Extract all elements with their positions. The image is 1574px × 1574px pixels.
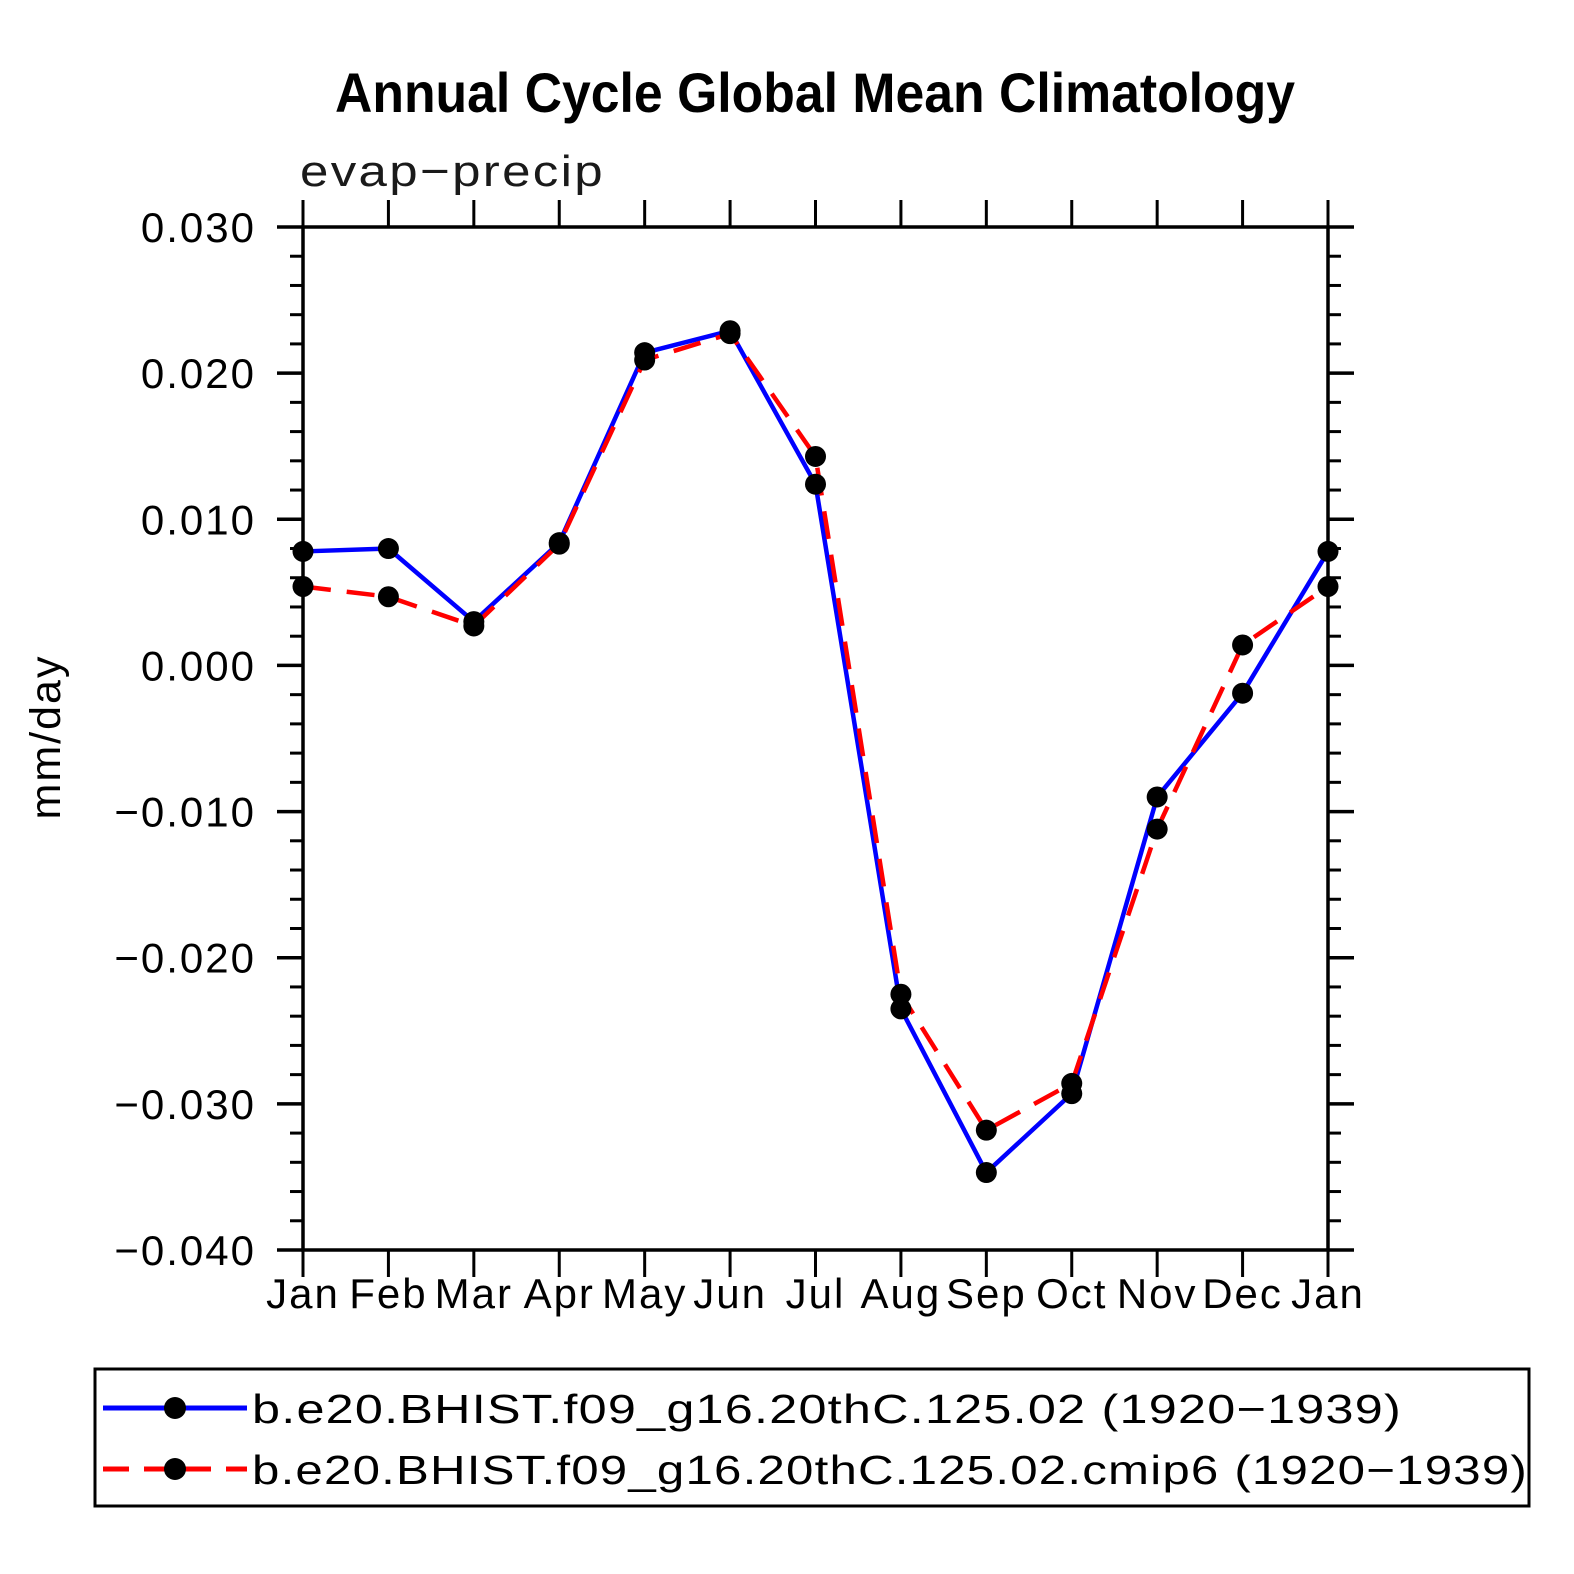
data-point-marker-series-2 bbox=[805, 445, 826, 467]
y-tick-label: −0.040 bbox=[114, 1227, 256, 1274]
legend-label-series-2: b.e20.BHIST.f09_g16.20thC.125.02.cmip6 (… bbox=[252, 1447, 1528, 1493]
y-tick-label: −0.010 bbox=[114, 789, 256, 836]
data-point-marker-series-2 bbox=[719, 323, 741, 345]
data-point-marker-series-2 bbox=[292, 576, 314, 598]
data-point-marker-series-2 bbox=[1232, 634, 1254, 656]
x-tick-label: May bbox=[602, 1270, 687, 1317]
data-point-marker-series-1 bbox=[890, 998, 912, 1020]
data-point-marker-series-1 bbox=[377, 538, 399, 560]
x-tick-label: Aug bbox=[861, 1270, 942, 1317]
legend-marker-icon bbox=[164, 1458, 186, 1480]
legend-marker-icon bbox=[164, 1397, 186, 1419]
x-tick-label: Jul bbox=[786, 1270, 846, 1317]
data-point-marker-series-1 bbox=[292, 540, 314, 562]
y-tick-label: 0.020 bbox=[141, 350, 256, 397]
data-point-marker-series-2 bbox=[377, 586, 399, 608]
legend-box bbox=[93, 1367, 1531, 1508]
y-axis-title: mm/day bbox=[22, 655, 70, 820]
y-tick-label: −0.020 bbox=[114, 935, 256, 982]
y-tick-label: −0.030 bbox=[114, 1081, 256, 1128]
data-point-marker-series-2 bbox=[548, 533, 570, 555]
data-point-marker-series-2 bbox=[1146, 818, 1168, 840]
y-tick-label: 0.010 bbox=[141, 496, 256, 543]
chart-title: Annual Cycle Global Mean Climatology bbox=[335, 61, 1295, 124]
data-point-marker-series-1 bbox=[1232, 682, 1254, 704]
data-point-marker-series-2 bbox=[975, 1119, 997, 1141]
x-tick-label: Jan bbox=[266, 1270, 340, 1317]
x-tick-label: Dec bbox=[1202, 1270, 1283, 1317]
data-point-marker-series-1 bbox=[805, 473, 826, 495]
legend-label-series-1: b.e20.BHIST.f09_g16.20thC.125.02 (1920−1… bbox=[252, 1386, 1402, 1432]
plot-frame bbox=[301, 225, 1330, 1252]
x-tick-label: Oct bbox=[1036, 1270, 1107, 1317]
x-tick-label: Sep bbox=[946, 1270, 1027, 1317]
x-tick-label: Apr bbox=[524, 1270, 595, 1317]
chart-subtitle: evap−precip bbox=[300, 147, 605, 196]
x-tick-label: Feb bbox=[349, 1270, 427, 1317]
y-tick-label: 0.000 bbox=[141, 642, 256, 689]
data-point-marker-series-1 bbox=[1146, 786, 1168, 808]
data-point-marker-series-2 bbox=[1061, 1072, 1083, 1094]
data-point-marker-series-2 bbox=[890, 983, 912, 1005]
x-tick-label: Jan bbox=[1291, 1270, 1365, 1317]
data-point-marker-series-1 bbox=[975, 1162, 997, 1184]
data-point-marker-series-2 bbox=[1317, 576, 1339, 598]
x-tick-label: Nov bbox=[1117, 1270, 1198, 1317]
plot-layer: 0.030 0.020 0.010 0.000 −0.010 −0.020 −0.030 −0… bbox=[114, 200, 1365, 1317]
data-point-marker-series-2 bbox=[634, 349, 656, 371]
data-point-marker-series-2 bbox=[463, 615, 485, 637]
x-tick-label: Jun bbox=[693, 1270, 767, 1317]
data-point-marker-series-1 bbox=[1317, 540, 1339, 562]
y-tick-label: 0.030 bbox=[141, 204, 256, 251]
legend: b.e20.BHIST.f09_g16.20thC.125.02 (1920−1… bbox=[93, 1367, 1531, 1508]
x-tick-label: Mar bbox=[435, 1270, 513, 1317]
